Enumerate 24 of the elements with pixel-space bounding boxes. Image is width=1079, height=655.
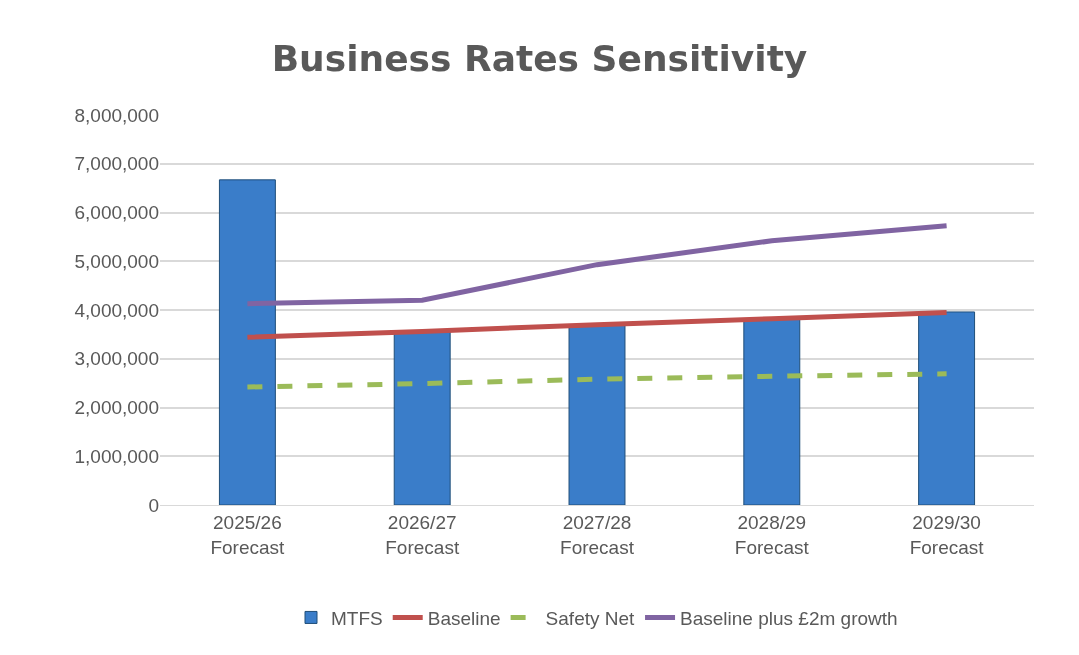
y-tick-label: 4,000,000 bbox=[74, 299, 159, 321]
legend-label: Baseline plus £2m growth bbox=[680, 607, 898, 629]
bar bbox=[568, 324, 626, 505]
y-tick-label: 2,000,000 bbox=[74, 397, 159, 419]
x-tick-label: 2028/29 Forecast bbox=[734, 511, 810, 558]
bar bbox=[918, 311, 976, 505]
y-tick-label: 3,000,000 bbox=[74, 348, 159, 370]
y-tick-label: 7,000,000 bbox=[74, 153, 159, 175]
legend-label: Safety Net bbox=[545, 607, 636, 629]
x-tick-label: 2026/27 Forecast bbox=[385, 511, 460, 558]
y-tick-label: 8,000,000 bbox=[74, 104, 159, 126]
y-tick-label: 5,000,000 bbox=[74, 250, 159, 272]
y-tick-label: 6,000,000 bbox=[74, 202, 159, 224]
bar bbox=[218, 179, 276, 505]
bar bbox=[393, 330, 451, 505]
legend-label: MTFS bbox=[331, 607, 383, 629]
y-tick-label: 0 bbox=[148, 494, 159, 516]
chart-title: Business Rates Sensitivity bbox=[271, 38, 808, 80]
y-tick-label: 1,000,000 bbox=[74, 445, 159, 467]
x-tick-label: 2029/30 Forecast bbox=[909, 511, 985, 558]
legend-label: Baseline bbox=[427, 607, 501, 629]
x-tick-label: 2027/28 Forecast bbox=[560, 511, 635, 558]
bar bbox=[743, 318, 801, 505]
x-tick-label: 2025/26 Forecast bbox=[210, 511, 286, 558]
